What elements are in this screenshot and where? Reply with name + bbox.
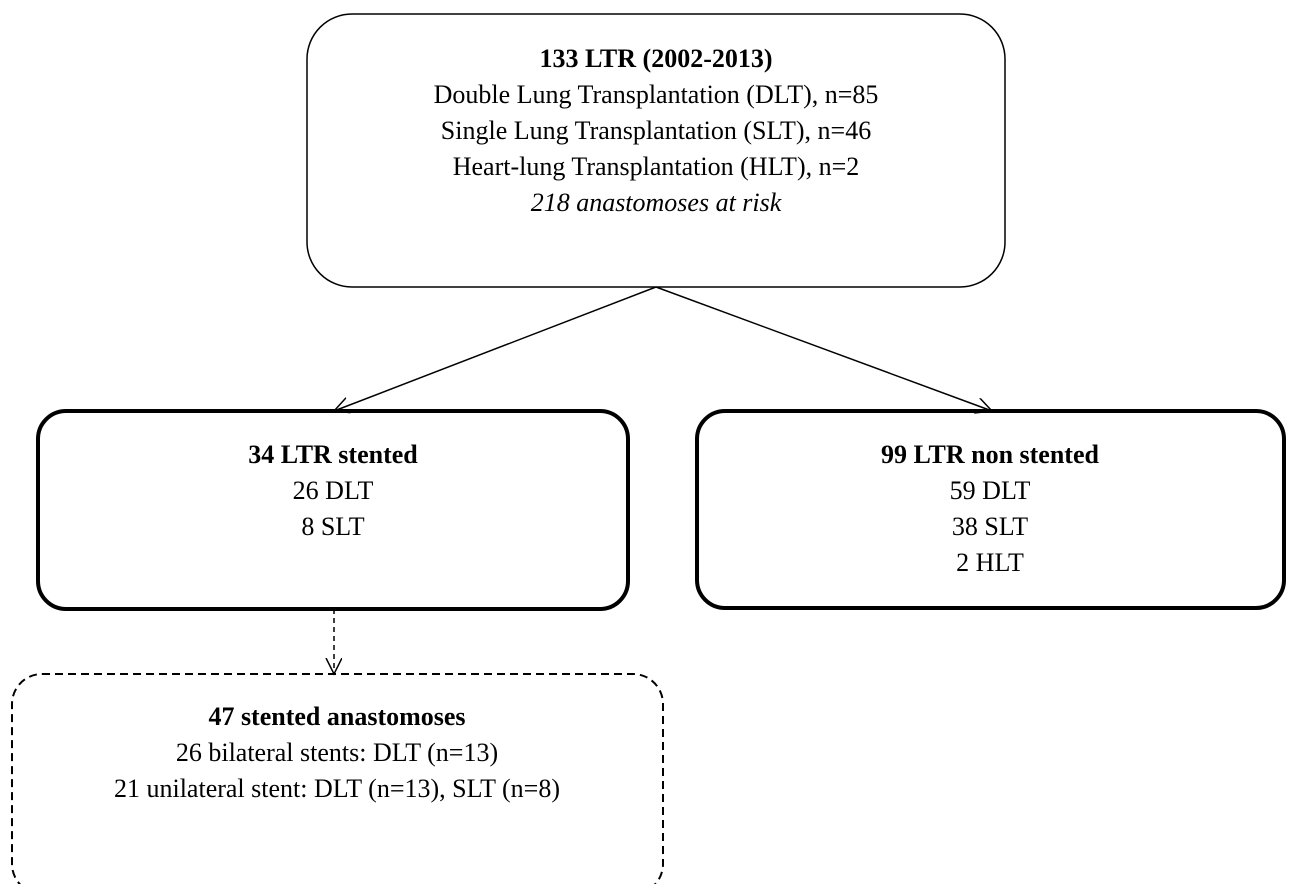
node-line: 21 unilateral stent: DLT (n=13), SLT (n=…: [114, 774, 560, 803]
node-line: 26 bilateral stents: DLT (n=13): [176, 738, 498, 767]
node-line: Heart-lung Transplantation (HLT), n=2: [453, 152, 860, 181]
node-title: 99 LTR non stented: [881, 440, 1099, 469]
arrow: [655, 286, 992, 411]
node-line: 59 DLT: [950, 476, 1031, 505]
node-line: Double Lung Transplantation (DLT), n=85: [434, 80, 879, 109]
arrow: [334, 286, 657, 411]
node-line: 8 SLT: [301, 512, 364, 541]
node-line: 38 SLT: [952, 512, 1028, 541]
node-note: 218 anastomoses at risk: [531, 188, 782, 217]
node-title: 47 stented anastomoses: [208, 702, 465, 731]
node-line: 2 HLT: [956, 548, 1024, 577]
box-anastomoses: [11, 673, 664, 884]
node-line: 26 DLT: [293, 476, 374, 505]
node-line: Single Lung Transplantation (SLT), n=46: [441, 116, 871, 145]
node-title: 34 LTR stented: [248, 440, 418, 469]
node-title: 133 LTR (2002-2013): [539, 44, 772, 73]
labels: 133 LTR (2002-2013) Double Lung Transplan…: [114, 44, 1100, 803]
